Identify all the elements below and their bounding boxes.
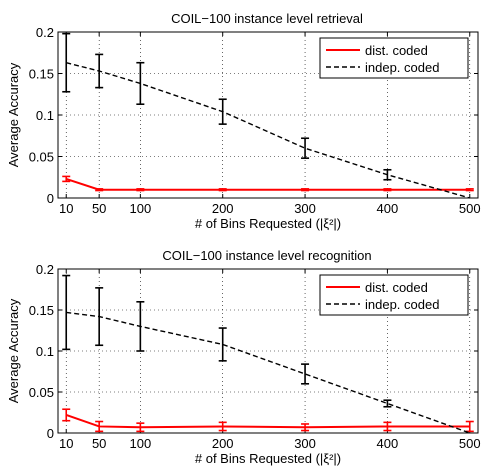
chart-title: COIL−100 instance level retrieval [171, 11, 363, 26]
x-tick-label: 10 [59, 201, 73, 216]
x-tick-label: 200 [212, 436, 234, 451]
x-tick-label: 50 [92, 201, 106, 216]
legend-label: indep. coded [365, 60, 439, 75]
x-tick-label: 100 [130, 201, 152, 216]
x-tick-label: 50 [92, 436, 106, 451]
y-tick-label: 0 [47, 426, 54, 441]
y-tick-label: 0.1 [36, 344, 54, 359]
y-tick-label: 0.1 [36, 108, 54, 123]
x-axis-label: # of Bins Requested (|ξ²|) [195, 451, 341, 466]
x-tick-label: 500 [459, 201, 481, 216]
y-tick-label: 0.05 [29, 385, 54, 400]
x-tick-label: 300 [294, 201, 316, 216]
y-tick-label: 0.15 [29, 67, 54, 82]
y-tick-label: 0.2 [36, 262, 54, 277]
y-tick-label: 0.2 [36, 25, 54, 40]
legend-label: dist. coded [365, 43, 428, 58]
y-tick-label: 0.15 [29, 303, 54, 318]
x-tick-label: 400 [377, 201, 399, 216]
x-tick-label: 400 [377, 436, 399, 451]
legend-box [319, 274, 469, 316]
legend-label: dist. coded [365, 280, 428, 295]
legend-label: indep. coded [365, 297, 439, 312]
x-tick-label: 500 [459, 436, 481, 451]
y-tick-label: 0.05 [29, 150, 54, 165]
y-tick-label: 0 [47, 191, 54, 206]
x-axis-label: # of Bins Requested (|ξ²|) [195, 216, 341, 231]
legend-box [319, 37, 469, 79]
chart-recognition: 10 50 100 200 300 400 500 0 0.05 0.1 0.15 0.2 COIL−1… [6, 248, 481, 466]
x-tick-label: 200 [212, 201, 234, 216]
chart-title: COIL−100 instance level recognition [162, 248, 371, 263]
x-tick-label: 10 [59, 436, 73, 451]
x-tick-label: 100 [130, 436, 152, 451]
y-axis-label: Average Accuracy [6, 62, 21, 167]
y-axis-label: Average Accuracy [6, 298, 21, 403]
x-tick-label: 300 [294, 436, 316, 451]
chart-retrieval: 10 50 100 200 300 400 500 0 0.05 0.1 0.15 0.2 COIL−1… [6, 11, 481, 231]
